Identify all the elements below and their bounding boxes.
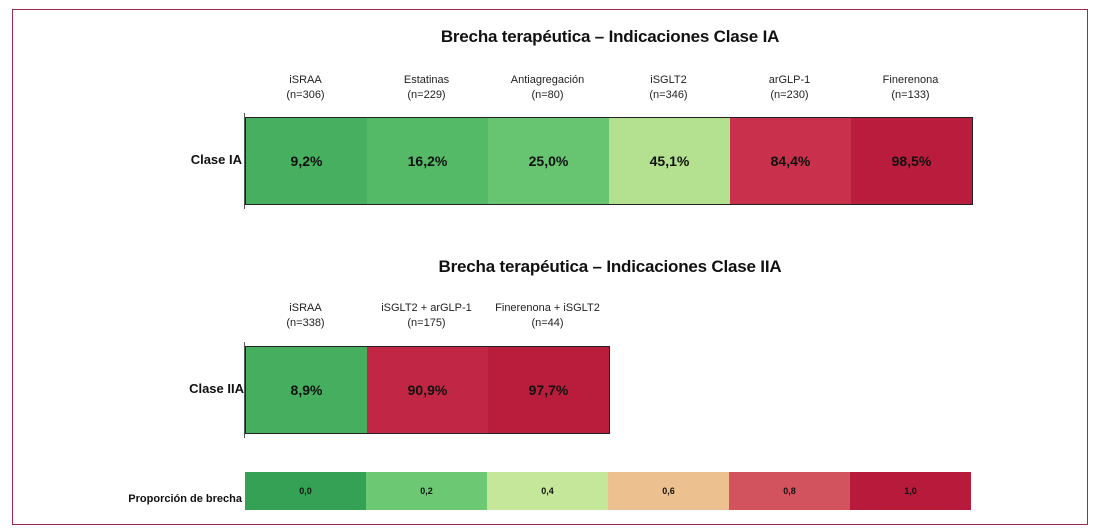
chart-1-heat-cell: 16,2% [367, 118, 488, 204]
chart-1-heat-row: 9,2% 16,2% 25,0% 45,1% 84,4% 98,5% [245, 117, 973, 205]
column-name: iSRAA [289, 302, 322, 314]
legend-label: Proporción de brecha [128, 493, 242, 505]
column-name: iSRAA [289, 74, 322, 86]
chart-1-column-header: Estatinas (n=229) [366, 73, 487, 103]
legend-swatch: 0,6 [608, 472, 729, 510]
chart-2-heat-row: 8,9% 90,9% 97,7% [245, 346, 610, 434]
column-n: (n=338) [286, 317, 325, 329]
chart-2-heat-cell: 97,7% [488, 347, 609, 433]
chart-1-column-header: arGLP-1 (n=230) [729, 73, 850, 103]
chart-frame [12, 9, 1088, 525]
chart-1-heat-cell: 45,1% [609, 118, 730, 204]
column-n: (n=80) [531, 89, 564, 101]
chart-2-column-header: iSRAA (n=338) [245, 301, 366, 331]
column-name: arGLP-1 [768, 74, 811, 86]
chart-1-row-label: Clase IA [190, 152, 242, 167]
column-n: (n=230) [770, 89, 809, 101]
row-tick [244, 342, 245, 438]
chart-1-heat-cell: 84,4% [730, 118, 851, 204]
chart-1-column-header: iSRAA (n=306) [245, 73, 366, 103]
legend-swatch: 1,0 [850, 472, 971, 510]
column-n: (n=44) [531, 317, 564, 329]
chart-1-heat-cell: 25,0% [488, 118, 609, 204]
chart-2-column-header: Finerenona + iSGLT2 (n=44) [487, 301, 608, 331]
chart-2-title: Brecha terapéutica – Indicaciones Clase … [438, 257, 782, 276]
chart-1-column-header: Antiagregación (n=80) [487, 73, 608, 103]
column-name: iSGLT2 + arGLP-1 [381, 302, 472, 314]
column-name: Estatinas [403, 74, 450, 86]
legend-swatch: 0,8 [729, 472, 850, 510]
chart-1-title: Brecha terapéutica – Indicaciones Clase … [440, 27, 780, 46]
chart-1-heat-cell: 9,2% [246, 118, 367, 204]
column-n: (n=346) [649, 89, 688, 101]
column-n: (n=133) [891, 89, 930, 101]
legend-swatch: 0,4 [487, 472, 608, 510]
column-name: Antiagregación [510, 74, 585, 86]
column-name: Finerenona [882, 74, 939, 86]
column-name: Finerenona + iSGLT2 [495, 302, 600, 314]
column-n: (n=306) [286, 89, 325, 101]
column-n: (n=229) [407, 89, 446, 101]
chart-2-heat-cell: 90,9% [367, 347, 488, 433]
chart-2-row-label: Clase IIA [189, 381, 244, 396]
legend-swatch: 0,0 [245, 472, 366, 510]
row-tick [244, 113, 245, 209]
column-n: (n=175) [407, 317, 446, 329]
legend-scale: 0,0 0,2 0,4 0,6 0,8 1,0 [245, 472, 971, 510]
chart-1-column-header: iSGLT2 (n=346) [608, 73, 729, 103]
column-name: iSGLT2 [650, 74, 687, 86]
chart-2-column-header: iSGLT2 + arGLP-1 (n=175) [366, 301, 487, 331]
chart-2-heat-cell: 8,9% [246, 347, 367, 433]
chart-1-column-header: Finerenona (n=133) [850, 73, 971, 103]
chart-1-heat-cell: 98,5% [851, 118, 972, 204]
legend-swatch: 0,2 [366, 472, 487, 510]
